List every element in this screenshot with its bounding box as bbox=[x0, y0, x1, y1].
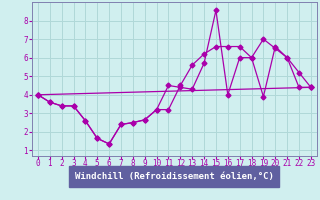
X-axis label: Windchill (Refroidissement éolien,°C): Windchill (Refroidissement éolien,°C) bbox=[75, 172, 274, 181]
